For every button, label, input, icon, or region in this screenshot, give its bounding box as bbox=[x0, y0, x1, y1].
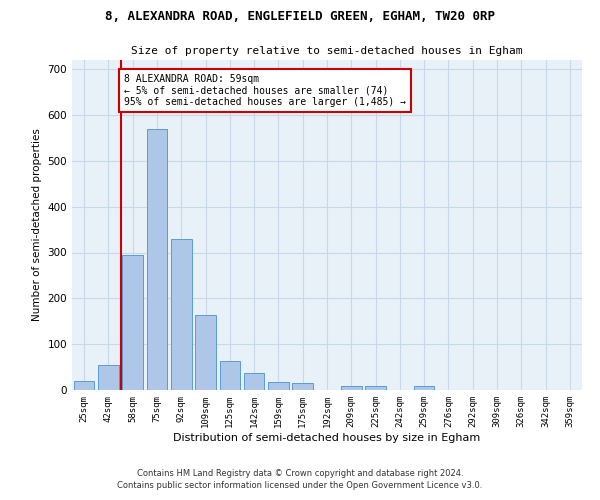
Bar bbox=[365, 386, 386, 390]
Text: 8 ALEXANDRA ROAD: 59sqm
← 5% of semi-detached houses are smaller (74)
95% of sem: 8 ALEXANDRA ROAD: 59sqm ← 5% of semi-det… bbox=[124, 74, 406, 107]
Bar bbox=[146, 128, 167, 390]
Bar bbox=[414, 386, 434, 390]
Title: Size of property relative to semi-detached houses in Egham: Size of property relative to semi-detach… bbox=[131, 46, 523, 56]
Bar bbox=[341, 386, 362, 390]
Bar bbox=[122, 255, 143, 390]
Bar bbox=[74, 381, 94, 390]
Bar bbox=[244, 373, 265, 390]
Text: Contains HM Land Registry data © Crown copyright and database right 2024.
Contai: Contains HM Land Registry data © Crown c… bbox=[118, 468, 482, 490]
X-axis label: Distribution of semi-detached houses by size in Egham: Distribution of semi-detached houses by … bbox=[173, 432, 481, 442]
Bar bbox=[171, 239, 191, 390]
Bar bbox=[292, 383, 313, 390]
Bar bbox=[98, 365, 119, 390]
Y-axis label: Number of semi-detached properties: Number of semi-detached properties bbox=[32, 128, 42, 322]
Text: 8, ALEXANDRA ROAD, ENGLEFIELD GREEN, EGHAM, TW20 0RP: 8, ALEXANDRA ROAD, ENGLEFIELD GREEN, EGH… bbox=[105, 10, 495, 23]
Bar bbox=[195, 316, 216, 390]
Bar bbox=[268, 382, 289, 390]
Bar bbox=[220, 361, 240, 390]
